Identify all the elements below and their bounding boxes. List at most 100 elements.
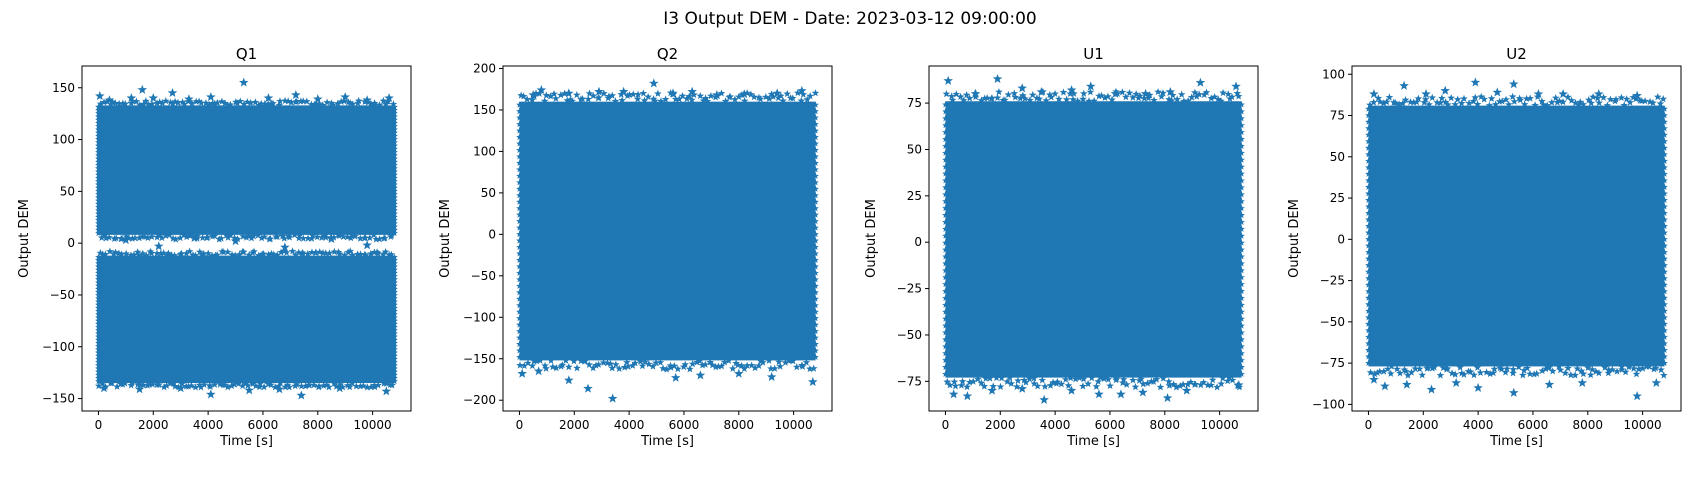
data-point [95,142,102,149]
data-point [159,249,168,257]
data-point [1095,92,1103,100]
data-point [391,103,398,110]
data-point [1387,362,1396,370]
data-point [812,107,819,115]
y-tick-label: 25 [1330,191,1345,205]
data-point [1576,98,1585,106]
data-point [1365,105,1372,112]
data-point [1473,100,1482,108]
data-point [516,191,523,199]
data-point [550,90,558,98]
x-tick-label: 0 [95,418,103,432]
data-point [1629,93,1638,101]
data-point [812,185,819,192]
data-band [945,101,1242,378]
data-point [977,379,986,387]
data-point [95,326,102,334]
data-point [1606,95,1615,103]
data-point [222,231,231,239]
data-point [1238,204,1245,212]
data-point [391,291,398,299]
data-point [1661,183,1668,190]
data-point [95,333,102,340]
data-point [751,363,759,372]
data-point [1399,80,1409,90]
data-point [620,363,629,371]
data-point [942,128,949,136]
data-point [958,377,967,385]
data-point [1238,211,1245,219]
data-point [391,116,398,123]
y-tick-label: 0 [67,236,75,250]
data-point [1382,97,1391,106]
data-point [1401,95,1410,104]
data-point [1365,327,1372,334]
subplot-title: Q1 [236,45,257,63]
data-point [639,89,648,97]
data-point [942,90,951,98]
data-point [516,224,523,231]
data-point [783,89,791,98]
data-point [391,106,398,114]
data-point [391,342,398,350]
data-point [274,384,285,394]
data-point [1179,380,1187,388]
data-point [519,92,528,100]
data-point [1036,86,1047,97]
data-point [645,360,653,368]
data-point [1238,170,1245,177]
data-point [308,248,316,256]
data-point [391,282,398,289]
data-point [1659,371,1668,379]
data-point [1129,376,1137,384]
data-point [353,250,362,258]
data-point [1087,373,1096,382]
data-point [1238,294,1245,301]
data-point [113,382,121,390]
data-point [1559,98,1567,106]
data-point [986,374,994,382]
data-point [135,234,144,242]
data-point [95,213,102,220]
data-point [1447,93,1455,102]
data-point [174,98,182,107]
data-point [1457,369,1466,377]
data-point [391,197,398,204]
data-point [205,100,214,109]
data-point [1661,177,1668,184]
data-point [176,233,185,242]
data-point [283,381,292,389]
data-point [1604,369,1613,377]
data-point [1473,382,1483,392]
data-point [765,94,774,102]
data-point [221,99,229,107]
data-point [391,275,398,283]
data-point [962,90,971,99]
data-point [1645,362,1653,370]
data-point [391,161,398,169]
data-point [812,256,819,263]
data-point [1440,85,1450,95]
data-point [391,285,398,292]
x-tick-label: 10000 [354,418,392,432]
x-tick-label: 6000 [1518,418,1549,432]
data-point [98,250,107,258]
data-point [1657,365,1665,374]
data-point [95,260,102,267]
data-point [565,363,573,371]
data-point [1169,380,1178,388]
data-point [1226,94,1234,102]
data-point [267,380,275,389]
data-point [1238,156,1245,163]
data-point [948,389,959,399]
data-point [1632,370,1641,378]
y-tick-label: 50 [481,186,496,200]
data-point [528,361,537,370]
data-point [366,233,374,242]
data-point [95,184,102,191]
data-point [391,132,398,139]
data-point [1200,90,1209,99]
data-point [391,148,398,156]
data-point [533,366,544,376]
